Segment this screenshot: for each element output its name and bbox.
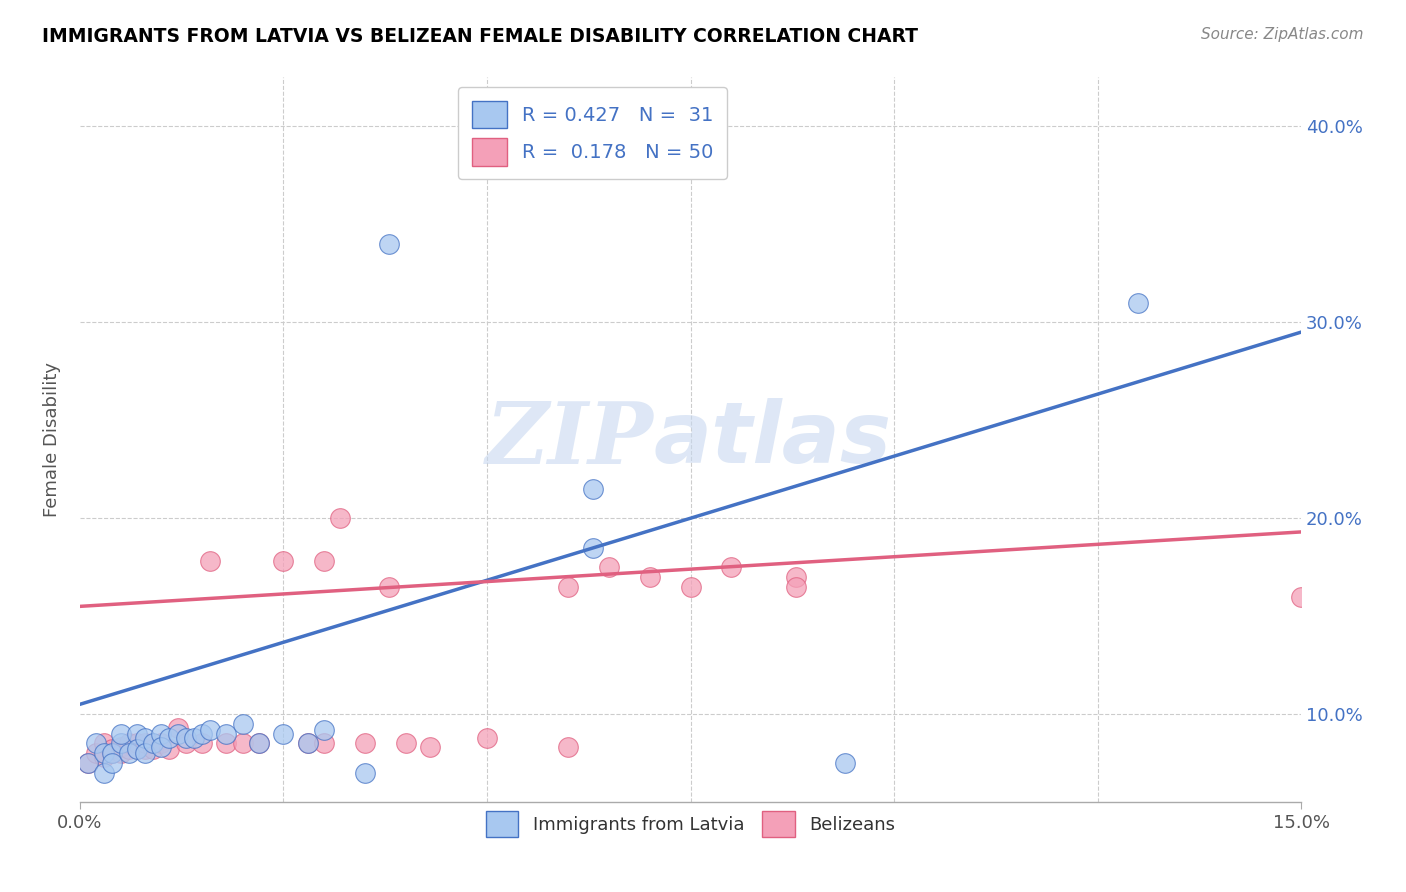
Point: [174, 737, 197, 751]
Point: [93, 747, 115, 761]
Point: [297, 737, 319, 751]
Point: [232, 717, 254, 731]
Point: [174, 731, 197, 745]
Point: [166, 727, 188, 741]
Point: [232, 737, 254, 751]
Point: [110, 737, 132, 751]
Point: [378, 236, 401, 251]
Point: [77, 756, 100, 770]
Point: [183, 731, 205, 745]
Point: [101, 747, 124, 761]
Point: [101, 756, 124, 770]
Point: [198, 723, 221, 737]
Point: [159, 742, 181, 756]
Point: [273, 727, 295, 741]
Point: [166, 721, 188, 735]
Point: [353, 765, 375, 780]
Point: [150, 737, 173, 751]
Point: [110, 727, 132, 741]
Text: ZIP: ZIP: [486, 398, 654, 482]
Text: IMMIGRANTS FROM LATVIA VS BELIZEAN FEMALE DISABILITY CORRELATION CHART: IMMIGRANTS FROM LATVIA VS BELIZEAN FEMAL…: [42, 27, 918, 45]
Point: [125, 727, 148, 741]
Point: [215, 737, 238, 751]
Point: [101, 742, 124, 756]
Point: [679, 580, 702, 594]
Point: [118, 747, 141, 761]
Point: [93, 765, 115, 780]
Point: [142, 742, 165, 756]
Point: [557, 580, 579, 594]
Point: [273, 554, 295, 568]
Point: [557, 740, 579, 755]
Point: [247, 737, 270, 751]
Point: [101, 747, 124, 761]
Point: [378, 580, 401, 594]
Point: [198, 554, 221, 568]
Point: [598, 560, 620, 574]
Text: atlas: atlas: [654, 399, 891, 482]
Point: [134, 747, 156, 761]
Point: [314, 554, 336, 568]
Point: [419, 740, 441, 755]
Point: [125, 742, 148, 756]
Point: [215, 727, 238, 741]
Point: [394, 737, 416, 751]
Point: [1289, 590, 1312, 604]
Point: [785, 580, 807, 594]
Point: [125, 737, 148, 751]
Point: [475, 731, 498, 745]
Y-axis label: Female Disability: Female Disability: [44, 362, 60, 517]
Point: [582, 482, 605, 496]
Point: [191, 737, 214, 751]
Point: [191, 727, 214, 741]
Point: [134, 731, 156, 745]
Point: [638, 570, 661, 584]
Point: [118, 742, 141, 756]
Point: [834, 756, 856, 770]
Point: [297, 737, 319, 751]
Point: [84, 747, 107, 761]
Point: [314, 737, 336, 751]
Point: [150, 727, 173, 741]
Point: [125, 742, 148, 756]
Legend: Immigrants from Latvia, Belizeans: Immigrants from Latvia, Belizeans: [478, 804, 903, 844]
Point: [93, 737, 115, 751]
Point: [110, 740, 132, 755]
Point: [150, 740, 173, 755]
Point: [84, 737, 107, 751]
Point: [1128, 295, 1150, 310]
Point: [77, 756, 100, 770]
Point: [247, 737, 270, 751]
Point: [159, 731, 181, 745]
Point: [785, 570, 807, 584]
Point: [720, 560, 742, 574]
Point: [110, 747, 132, 761]
Point: [134, 742, 156, 756]
Point: [93, 750, 115, 764]
Point: [314, 723, 336, 737]
Point: [353, 737, 375, 751]
Text: Source: ZipAtlas.com: Source: ZipAtlas.com: [1201, 27, 1364, 42]
Point: [329, 511, 352, 525]
Point: [142, 737, 165, 751]
Point: [134, 737, 156, 751]
Point: [118, 737, 141, 751]
Point: [582, 541, 605, 555]
